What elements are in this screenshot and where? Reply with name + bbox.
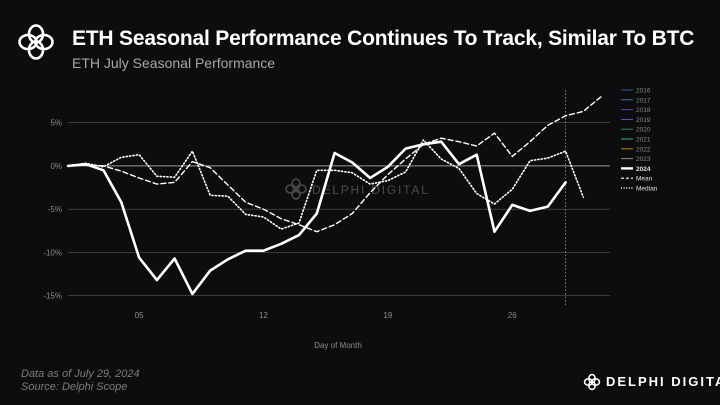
page-title: ETH Seasonal Performance Continues To Tr… <box>72 27 695 50</box>
legend-label: 2016 <box>636 88 651 95</box>
grid-layer <box>68 90 610 305</box>
x-tick-label: 19 <box>383 311 392 320</box>
legend-label: 2024 <box>636 166 651 173</box>
legend-label: Median <box>636 186 658 193</box>
y-tick-label: -5% <box>48 205 62 214</box>
brand-footer: DELPHI DIGITAL <box>582 372 720 392</box>
legend-label: Mean <box>636 176 653 183</box>
source-note: Source: Delphi Scope <box>21 381 128 393</box>
y-tick-label: -15% <box>43 292 62 301</box>
x-tick-label: 12 <box>259 311 268 320</box>
legend-label: 2020 <box>636 127 651 134</box>
chart-subtitle: ETH July Seasonal Performance <box>72 55 276 71</box>
axis-layer: 5% 0% -5% -10% -15% 05 12 19 26 Day of Month <box>43 119 517 350</box>
legend-label: 2023 <box>636 156 651 163</box>
y-tick-label: 0% <box>50 162 62 171</box>
x-tick-label: 26 <box>508 311 517 320</box>
series-layer <box>66 95 602 296</box>
y-tick-label: 5% <box>50 119 62 128</box>
brand-name: DELPHI DIGITAL <box>606 374 720 389</box>
series-line-2024 <box>66 140 567 296</box>
series-line-mean <box>67 95 602 233</box>
x-tick-label: 05 <box>135 311 144 320</box>
chart-watermark: DELPHI DIGITAL <box>285 178 430 200</box>
data-date-note: Data as of July 29, 2024 <box>21 368 140 380</box>
legend-label: 2017 <box>636 97 651 104</box>
delphi-logo-icon <box>18 24 54 60</box>
watermark-text: DELPHI DIGITAL <box>312 183 430 197</box>
legend-label: 2019 <box>636 117 651 124</box>
brand-logo-icon <box>583 373 601 391</box>
legend-label: 2021 <box>636 137 651 144</box>
chart-legend: 2016 2017 2018 2019 2020 2021 2022 2023 2024 Mean… <box>621 88 658 193</box>
series-line-median <box>67 139 585 230</box>
legend-label: 2022 <box>636 146 651 153</box>
legend-label: 2018 <box>636 107 651 114</box>
y-tick-label: -10% <box>43 248 62 257</box>
x-axis-title: Day of Month <box>314 341 362 350</box>
